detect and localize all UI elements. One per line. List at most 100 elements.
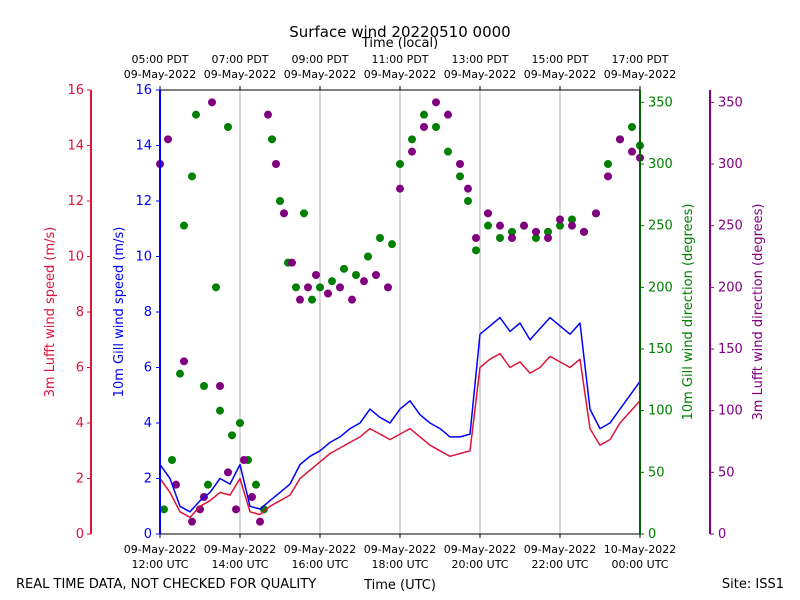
direction-point	[296, 295, 304, 304]
bottom-tick-date: 09-May-2022	[444, 543, 516, 556]
direction-point	[280, 209, 288, 218]
lufft-speed-tick-label: 16	[67, 83, 84, 98]
gill-speed-tick-label: 14	[135, 139, 152, 154]
direction-point	[544, 234, 552, 242]
direction-point	[216, 406, 224, 415]
lufft-direction-tick-label: 300	[718, 157, 743, 172]
direction-point	[556, 215, 564, 224]
direction-point	[420, 123, 428, 131]
quality-warning: REAL TIME DATA, NOT CHECKED FOR QUALITY	[16, 577, 316, 592]
direction-point	[200, 382, 208, 390]
gill-speed-tick-label: 12	[135, 194, 152, 209]
direction-point	[300, 209, 308, 218]
gill-speed-tick-label: 2	[144, 472, 152, 487]
bottom-tick-time: 00:00 UTC	[611, 558, 668, 571]
direction-point	[180, 221, 188, 230]
lufft-speed-tick-label: 4	[76, 416, 84, 431]
top-axis-label: Time (local)	[361, 36, 438, 51]
gill-speed-tick-label: 8	[144, 305, 152, 320]
gill-direction-tick-label: 350	[648, 95, 673, 110]
direction-point	[568, 221, 576, 230]
direction-point	[264, 110, 272, 119]
direction-point	[376, 234, 384, 242]
gill-direction-tick-label: 50	[648, 465, 665, 480]
direction-point	[628, 147, 636, 156]
direction-point	[160, 505, 168, 514]
direction-point	[272, 160, 280, 168]
direction-point	[336, 283, 344, 292]
gill-direction-points	[160, 110, 644, 514]
direction-point	[520, 221, 528, 230]
gill-direction-ticks: 0 50 100 150 200 250 300 350	[640, 95, 673, 542]
direction-point	[276, 197, 284, 205]
direction-point	[168, 456, 176, 464]
site-label: Site: ISS1	[722, 577, 784, 592]
bottom-tick-time: 14:00 UTC	[211, 558, 268, 571]
bottom-tick-time: 16:00 UTC	[291, 558, 348, 571]
direction-point	[224, 123, 232, 131]
top-tick-time: 09:00 PDT	[291, 53, 348, 66]
direction-point	[176, 369, 184, 378]
direction-point	[532, 234, 540, 242]
direction-point	[484, 221, 492, 230]
lufft-speed-axis-label: 3m Lufft wind speed (m/s)	[43, 227, 58, 398]
direction-point	[232, 505, 240, 514]
direction-point	[360, 277, 368, 286]
direction-point	[496, 221, 504, 230]
top-tick-date: 09-May-2022	[444, 68, 516, 81]
direction-point	[348, 295, 356, 304]
lufft-speed-line	[159, 352, 641, 519]
direction-point	[308, 295, 316, 304]
direction-point	[432, 123, 440, 131]
direction-point	[508, 227, 516, 236]
direction-point	[532, 227, 540, 236]
direction-point	[396, 184, 404, 193]
direction-point	[372, 271, 380, 279]
bottom-tick-date: 09-May-2022	[524, 543, 596, 556]
direction-point	[444, 110, 452, 119]
lufft-direction-tick-label: 0	[718, 527, 726, 542]
lufft-direction-tick-label: 50	[718, 465, 735, 480]
gill-direction-tick-label: 150	[648, 342, 673, 357]
direction-point	[236, 419, 244, 427]
top-tick-date: 09-May-2022	[204, 68, 276, 81]
gill-direction-tick-label: 100	[648, 404, 673, 419]
top-tick-time: 11:00 PDT	[371, 53, 428, 66]
direction-point	[464, 197, 472, 205]
direction-point	[216, 382, 224, 390]
direction-point	[484, 209, 492, 218]
top-tick-time: 17:00 PDT	[611, 53, 668, 66]
direction-point	[472, 234, 480, 242]
direction-point	[568, 215, 576, 224]
direction-point	[384, 283, 392, 292]
top-tick-date: 09-May-2022	[604, 68, 676, 81]
top-tick-time: 15:00 PDT	[531, 53, 588, 66]
top-tick-time: 07:00 PDT	[211, 53, 268, 66]
direction-point	[188, 172, 196, 181]
bottom-tick-time: 20:00 UTC	[451, 558, 508, 571]
direction-point	[472, 246, 480, 255]
bottom-tick-time: 12:00 UTC	[131, 558, 188, 571]
lufft-speed-tick-label: 14	[67, 139, 84, 154]
direction-point	[316, 283, 324, 292]
lufft-speed-tick-label: 8	[76, 305, 84, 320]
lufft-direction-points	[156, 98, 644, 526]
direction-point	[248, 493, 256, 501]
direction-point	[224, 468, 232, 477]
gill-speed-axis-label: 10m Gill wind speed (m/s)	[112, 227, 127, 398]
direction-point	[164, 135, 172, 144]
direction-point	[352, 271, 360, 279]
bottom-tick-date: 09-May-2022	[284, 543, 356, 556]
lufft-direction-tick-label: 350	[718, 95, 743, 110]
lufft-speed-tick-label: 6	[76, 361, 84, 376]
direction-point	[604, 172, 612, 181]
top-tick-date: 09-May-2022	[524, 68, 596, 81]
direction-point	[288, 258, 296, 267]
direction-point	[508, 234, 516, 242]
direction-point	[456, 172, 464, 181]
gill-speed-tick-label: 10	[135, 250, 152, 265]
top-tick-time: 13:00 PDT	[451, 53, 508, 66]
direction-point	[172, 480, 180, 489]
direction-point	[628, 123, 636, 131]
